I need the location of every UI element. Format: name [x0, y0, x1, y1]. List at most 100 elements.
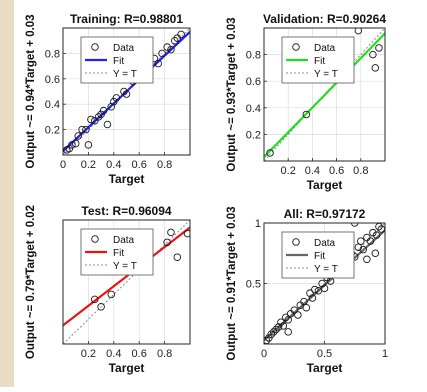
data-point	[87, 115, 95, 124]
x-tick-label: 0	[261, 348, 267, 360]
plot-legend: Data Fit Y = T	[80, 228, 154, 276]
data-point	[363, 255, 371, 264]
plot-title: Training: R=0.98801	[70, 12, 183, 26]
legend-data-marker	[91, 235, 99, 243]
legend-entry: Data	[113, 43, 135, 54]
data-point	[311, 285, 319, 294]
data-point	[107, 290, 116, 299]
data-point	[65, 144, 74, 153]
identity-line	[63, 220, 190, 344]
x-tick-label: 0.4	[106, 348, 121, 360]
y-tick-label: 0.6	[45, 74, 60, 86]
data-point	[167, 45, 175, 54]
y-tick-label: 0.4	[246, 103, 261, 115]
x-tick-label: 0.2	[81, 159, 96, 171]
plot-legend: Data Fit Y = T	[80, 36, 154, 84]
data-point	[282, 313, 290, 322]
data-point	[272, 325, 280, 334]
data-point	[284, 328, 292, 336]
legend-entry: Y = T	[113, 261, 137, 272]
data-point	[167, 228, 175, 237]
data-layer	[264, 223, 385, 344]
left-edge-strip	[0, 0, 14, 387]
data-point	[90, 116, 99, 125]
data-point	[163, 43, 171, 51]
data-point	[274, 323, 283, 331]
y-tick-label: 0.2	[246, 129, 261, 141]
data-point	[371, 249, 380, 257]
data-point	[173, 34, 182, 42]
legend-entry: Fit	[314, 251, 325, 262]
data-point	[158, 49, 166, 58]
plot-title: Test: R=0.96094	[81, 204, 171, 218]
x-tick-label: 0.2	[281, 165, 296, 177]
data-point	[375, 44, 383, 52]
x-tick-label: 0.6	[132, 348, 147, 360]
legend-entry: Data	[113, 235, 135, 246]
plot-panel-4: 0 0.5 1 0.5 1 All: R=0.97172 Target Output ~= 0…	[226, 206, 388, 375]
data-point	[97, 303, 105, 311]
data-point	[290, 306, 299, 314]
y-tick-label: 0.8	[246, 50, 261, 62]
plot-legend: Data Fit Y = T	[281, 36, 355, 84]
y-tick-label: 1	[255, 218, 261, 230]
data-point	[318, 279, 326, 288]
x-axis-label: Target	[307, 361, 343, 375]
legend-entry: Y = T	[314, 264, 338, 275]
y-tick-label: 0.6	[246, 76, 261, 88]
data-point	[269, 328, 278, 336]
data-layer	[63, 28, 190, 155]
data-point	[154, 59, 162, 68]
legend-data-marker	[91, 43, 99, 51]
x-tick-label: 1	[382, 348, 388, 360]
legend-entry: Data	[314, 238, 336, 249]
data-point	[366, 237, 375, 245]
data-point	[302, 303, 311, 312]
data-point	[320, 284, 329, 293]
legend-entry: Fit	[113, 248, 124, 259]
y-tick-label: 0.5	[246, 279, 261, 291]
legend-entry: Y = T	[314, 69, 338, 80]
plot-panel-1: 0 0.2 0.4 0.6 0.8 0.2 0.4 0.6 0.8 Training: R=0.9…	[25, 12, 191, 186]
data-point	[171, 36, 179, 45]
x-axis-label: Target	[307, 178, 343, 192]
x-tick-label: 0	[60, 159, 66, 171]
data-point	[82, 125, 90, 134]
data-point	[74, 132, 82, 140]
x-axis-label: Target	[109, 361, 145, 375]
data-point	[266, 149, 274, 157]
data-point	[173, 253, 182, 261]
data-point	[78, 125, 86, 134]
legend-entry: Y = T	[113, 69, 137, 80]
x-axis-label: Target	[109, 172, 145, 186]
data-point	[163, 238, 171, 247]
data-point	[372, 231, 381, 239]
data-point	[177, 30, 185, 39]
plot-legend: Data Fit Y = T	[281, 231, 355, 279]
data-point	[122, 90, 131, 98]
x-tick-label: 0.4	[106, 159, 121, 171]
data-layer	[63, 220, 190, 344]
axes-frame	[62, 27, 191, 156]
data-point	[99, 106, 108, 115]
x-tick-label: 0.5	[317, 348, 332, 360]
data-point	[279, 322, 288, 330]
data-point	[110, 97, 118, 106]
plot-title: All: R=0.97172	[284, 207, 366, 221]
y-tick-label: 0.2	[45, 125, 60, 137]
y-axis-label: Output ~= 0.93*Target + 0.03	[226, 17, 238, 171]
axes-frame	[62, 219, 191, 345]
y-axis-label: Output ~= 0.91*Target + 0.03	[226, 206, 238, 360]
data-point	[183, 229, 190, 238]
legend-entry: Fit	[314, 56, 325, 67]
data-point	[371, 64, 380, 72]
data-point	[294, 311, 302, 319]
data-point	[84, 141, 93, 149]
plot-panel-2: 0.2 0.4 0.6 0.8 0.2 0.4 0.6 0.8 Validation: R=0.…	[226, 12, 386, 192]
data-point	[120, 87, 128, 96]
fit-line	[63, 226, 190, 327]
x-tick-label: 0.8	[353, 165, 368, 177]
plot-panel-3: 0.2 0.4 0.6 0.8 Test: R=0.96094 Target Output …	[25, 204, 191, 375]
